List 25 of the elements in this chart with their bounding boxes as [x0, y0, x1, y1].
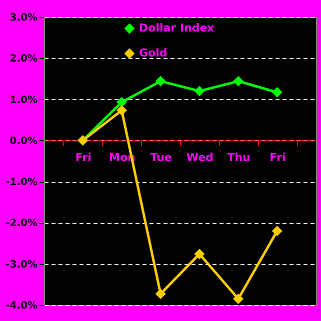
point	[194, 86, 205, 96]
point	[194, 248, 205, 260]
x-tick-label: Thu	[227, 150, 250, 164]
y-tick-label: 0.0%	[10, 136, 38, 147]
point	[155, 76, 166, 86]
point	[233, 294, 244, 304]
x-tick-label: Wed	[186, 150, 214, 164]
y-tick-label: -4.0%	[6, 300, 38, 312]
legend-label: Gold	[139, 46, 168, 60]
y-tick-label: 2.0%	[10, 54, 38, 65]
y-tick-label: 1.0%	[10, 94, 38, 106]
y-tick-label: -3.0%	[6, 259, 38, 270]
point	[116, 96, 127, 108]
point	[233, 76, 244, 86]
point	[272, 87, 282, 98]
y-tick-label: 3.0%	[10, 12, 38, 24]
point	[155, 288, 166, 300]
point	[272, 226, 282, 236]
x-tick-label: Tue	[150, 150, 172, 164]
point	[116, 105, 127, 116]
y-tick-label: -1.0%	[6, 177, 38, 188]
x-tick-label: Fri	[270, 150, 286, 164]
legend-label: Dollar Index	[139, 22, 214, 34]
y-tick-label: -2.0%	[6, 218, 38, 230]
x-tick-label: Fri	[75, 150, 92, 164]
